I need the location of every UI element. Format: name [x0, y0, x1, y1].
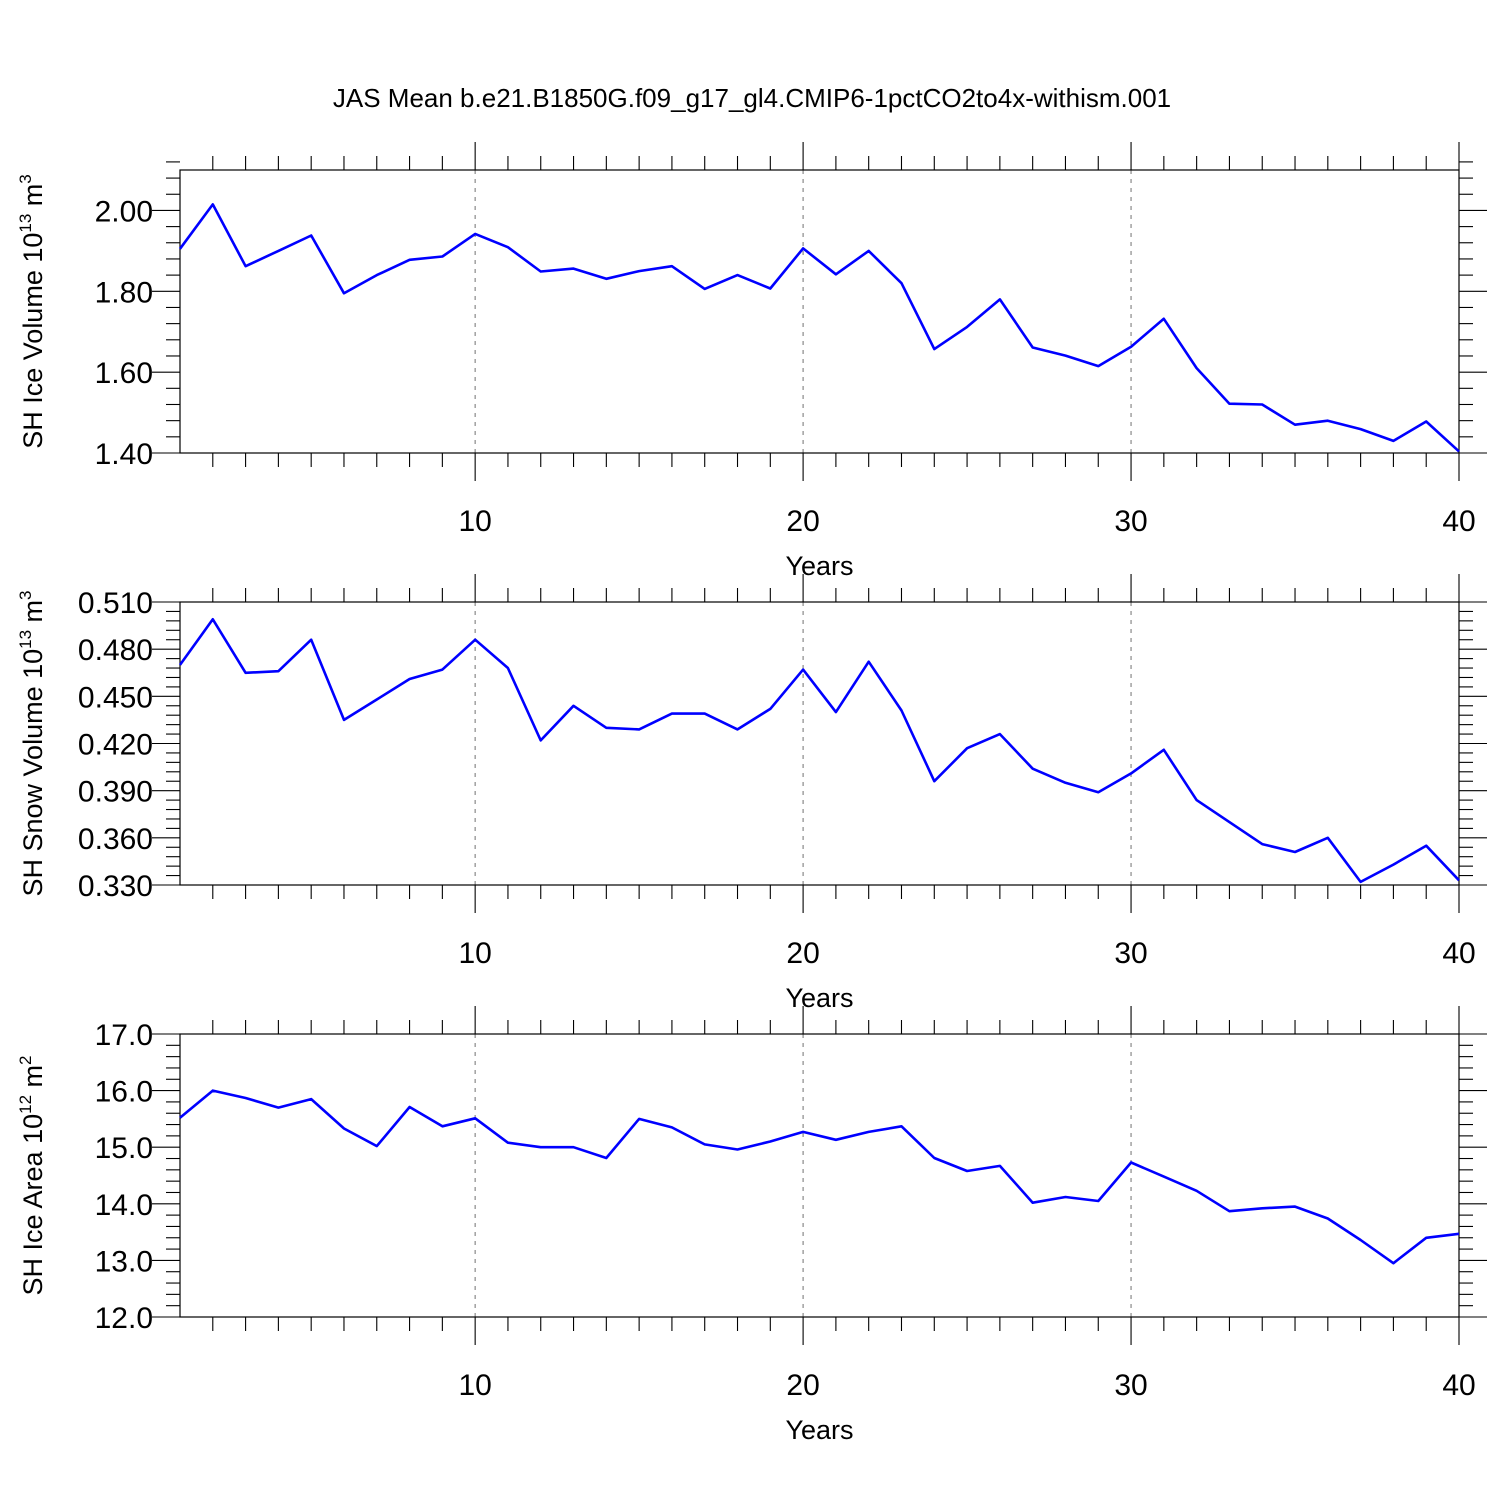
y-tick-label-0: 0.330: [78, 870, 153, 903]
x-tick-label-10: 10: [458, 1369, 491, 1402]
y-axis-label: SH Ice Area 1012 m2: [16, 1056, 48, 1296]
y-tick-label-4: 0.450: [78, 681, 153, 714]
panel-2: 10 20 30 40 Years 0.330 0.360 0.390 0.420 0.450 0.…: [16, 574, 1487, 1013]
x-tick-label-20: 20: [786, 937, 819, 970]
x-tick-label-40: 40: [1442, 937, 1475, 970]
y-tick-label-3: 0.420: [78, 729, 153, 762]
figure-title: JAS Mean b.e21.B1850G.f09_g17_gl4.CMIP6-…: [333, 83, 1171, 113]
y-tick-label-1: 13.0: [95, 1245, 153, 1278]
panel-3: 10 20 30 40 Years 12.0 13.0 14.0 15.0 16.0 17.0 SH …: [16, 1006, 1487, 1445]
y-axis-label-unit-exponent: 3: [16, 590, 35, 599]
y-axis-label-exponent: 12: [16, 1095, 35, 1114]
y-tick-label-4: 16.0: [95, 1076, 153, 1109]
x-tick-label-30: 30: [1114, 937, 1147, 970]
plot-frame: [179, 1033, 1460, 1318]
x-axis-label: Years: [785, 1415, 853, 1445]
y-tick-label-6: 0.510: [78, 587, 153, 620]
y-tick-label-5: 17.0: [95, 1019, 153, 1052]
x-tick-label-30: 30: [1114, 1369, 1147, 1402]
y-axis-label-text: SH Snow Volume 10: [18, 649, 48, 897]
y-tick-label-3: 15.0: [95, 1132, 153, 1165]
y-axis-label-text: SH Ice Area 10: [18, 1114, 48, 1296]
y-axis-label-exponent: 13: [16, 214, 35, 233]
series-line-1: [178, 203, 1460, 453]
y-tick-label-1: 0.360: [78, 823, 153, 856]
y-axis-label: SH Snow Volume 1013 m3: [16, 590, 48, 896]
y-tick-label-2: 14.0: [95, 1189, 153, 1222]
x-tick-label-10: 10: [458, 937, 491, 970]
y-axis-label-unit-exponent: 3: [16, 174, 35, 183]
y-tick-label-0: 12.0: [95, 1302, 153, 1335]
x-tick-label-20: 20: [786, 505, 819, 538]
x-tick-label-30: 30: [1114, 505, 1147, 538]
y-axis-label-exponent: 13: [16, 630, 35, 649]
panel-1: 10 20 30 40 Years 1.40 1.60 1.80 2.00 SH Ice Volu…: [16, 142, 1487, 581]
y-axis-label-unit: m: [18, 184, 48, 214]
x-tick-label-10: 10: [458, 505, 491, 538]
x-axis-label: Years: [785, 551, 853, 581]
x-tick-label-20: 20: [786, 1369, 819, 1402]
y-axis-label-unit: m: [18, 600, 48, 630]
panels: 10 20 30 40 Years 1.40 1.60 1.80 2.00 SH Ice Volu…: [16, 142, 1487, 1445]
y-tick-label-5: 0.480: [78, 634, 153, 667]
y-tick-label-3: 2.00: [95, 195, 153, 228]
y-tick-label-0: 1.40: [95, 438, 153, 471]
x-tick-label-40: 40: [1442, 1369, 1475, 1402]
y-axis-label-text: SH Ice Volume 10: [18, 233, 48, 449]
y-tick-label-2: 0.390: [78, 776, 153, 809]
series-line-3: [179, 1089, 1460, 1265]
y-axis-label: SH Ice Volume 1013 m3: [16, 174, 48, 449]
plot-frame: [179, 601, 1460, 886]
plot-frame: [179, 169, 1460, 454]
y-tick-label-2: 1.80: [95, 276, 153, 309]
x-tick-label-40: 40: [1442, 505, 1475, 538]
x-axis-label: Years: [785, 983, 853, 1013]
series-line-2: [178, 617, 1460, 884]
y-axis-label-unit: m: [18, 1065, 48, 1095]
y-axis-label-unit-exponent: 2: [16, 1056, 35, 1065]
y-tick-label-1: 1.60: [95, 357, 153, 390]
